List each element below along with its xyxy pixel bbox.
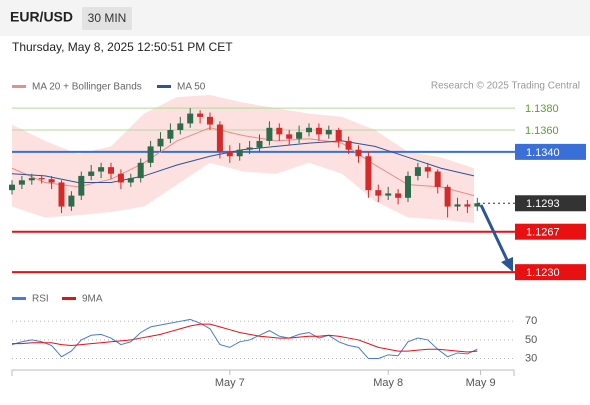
candle-body [464, 204, 471, 207]
x-tick-label: May 8 [373, 377, 403, 389]
legend-swatch [157, 85, 171, 88]
candle-body [117, 173, 124, 183]
candle-body [335, 129, 342, 141]
candle-body [157, 138, 164, 147]
candle-body [365, 156, 372, 191]
candle-body [9, 184, 15, 191]
legend-label: MA 50 [177, 82, 206, 93]
y-tick-label: 30 [525, 352, 537, 364]
legend-label: MA 20 + Bollinger Bands [32, 82, 142, 93]
level-box [515, 195, 586, 212]
candle-body [108, 167, 114, 174]
candle-body [266, 127, 273, 141]
level-label: 1.1293 [526, 198, 560, 210]
level-box [515, 143, 586, 160]
candle-body [256, 140, 263, 148]
level-label: 1.1267 [526, 227, 560, 239]
candle-body [207, 116, 213, 125]
candle-body [296, 132, 303, 139]
candle-body [454, 204, 461, 207]
candle-body [137, 162, 144, 179]
legend-swatch [12, 297, 26, 300]
candle-body [18, 180, 25, 185]
candle-body [48, 179, 55, 183]
level-label: 1.1340 [526, 147, 560, 159]
candle-body [424, 167, 431, 172]
candle-body [68, 195, 75, 207]
rsi-line [11, 318, 478, 360]
candle-body [444, 186, 451, 207]
level-label: 1.1360 [525, 125, 559, 137]
x-tick-label: May 7 [215, 377, 245, 389]
candle-body [216, 124, 223, 152]
candle-body [177, 123, 184, 130]
candle-body [405, 175, 411, 198]
candle-body [98, 167, 105, 172]
candle-body [325, 129, 332, 135]
candle-body [226, 151, 233, 157]
candle-body [434, 171, 441, 187]
candle-body [167, 129, 174, 139]
candle-body [58, 182, 65, 207]
timestamp: Thursday, May 8, 2025 12:50:51 PM CET [12, 40, 233, 54]
candle-body [345, 140, 352, 150]
candle-body [315, 127, 322, 135]
bollinger-band [12, 95, 474, 223]
candle-body [355, 149, 362, 157]
timeframe-box [82, 7, 132, 30]
legend-swatch [12, 85, 26, 88]
y-tick-label: 70 [525, 315, 537, 327]
rsi-line [12, 323, 478, 353]
ma-line [11, 127, 475, 197]
candle-body [395, 193, 402, 198]
legend-label: 9MA [82, 294, 103, 305]
candle-body [246, 147, 253, 150]
x-tick-label: May 9 [466, 377, 496, 389]
candle-body [88, 171, 95, 176]
y-tick-label: 50 [525, 334, 537, 346]
candle-body [306, 127, 312, 133]
candle-body [28, 178, 35, 181]
level-label: 1.1380 [525, 103, 559, 115]
candle-body [197, 113, 204, 117]
candle-body [236, 149, 243, 157]
candle-body [286, 134, 293, 139]
candle-body [474, 203, 481, 207]
candle-body [187, 113, 194, 124]
level-box [515, 264, 586, 281]
source: Research © 2025 Trading Central [431, 81, 580, 92]
candle-body [78, 175, 85, 196]
candle-body [38, 178, 45, 180]
candle-body [127, 178, 134, 183]
candle-body [375, 190, 382, 196]
candle-body [276, 127, 283, 135]
ma-line [11, 140, 475, 183]
legend-swatch [62, 297, 76, 300]
timeframe: 30 MIN [88, 11, 127, 25]
symbol: EUR/USD [10, 9, 73, 25]
candle-body [414, 167, 421, 176]
level-box [515, 223, 586, 240]
legend-label: RSI [32, 294, 49, 305]
forecast-arrow [479, 204, 513, 272]
level-label: 1.1230 [526, 267, 560, 279]
candle-body [385, 193, 392, 196]
candle-body [147, 146, 154, 163]
